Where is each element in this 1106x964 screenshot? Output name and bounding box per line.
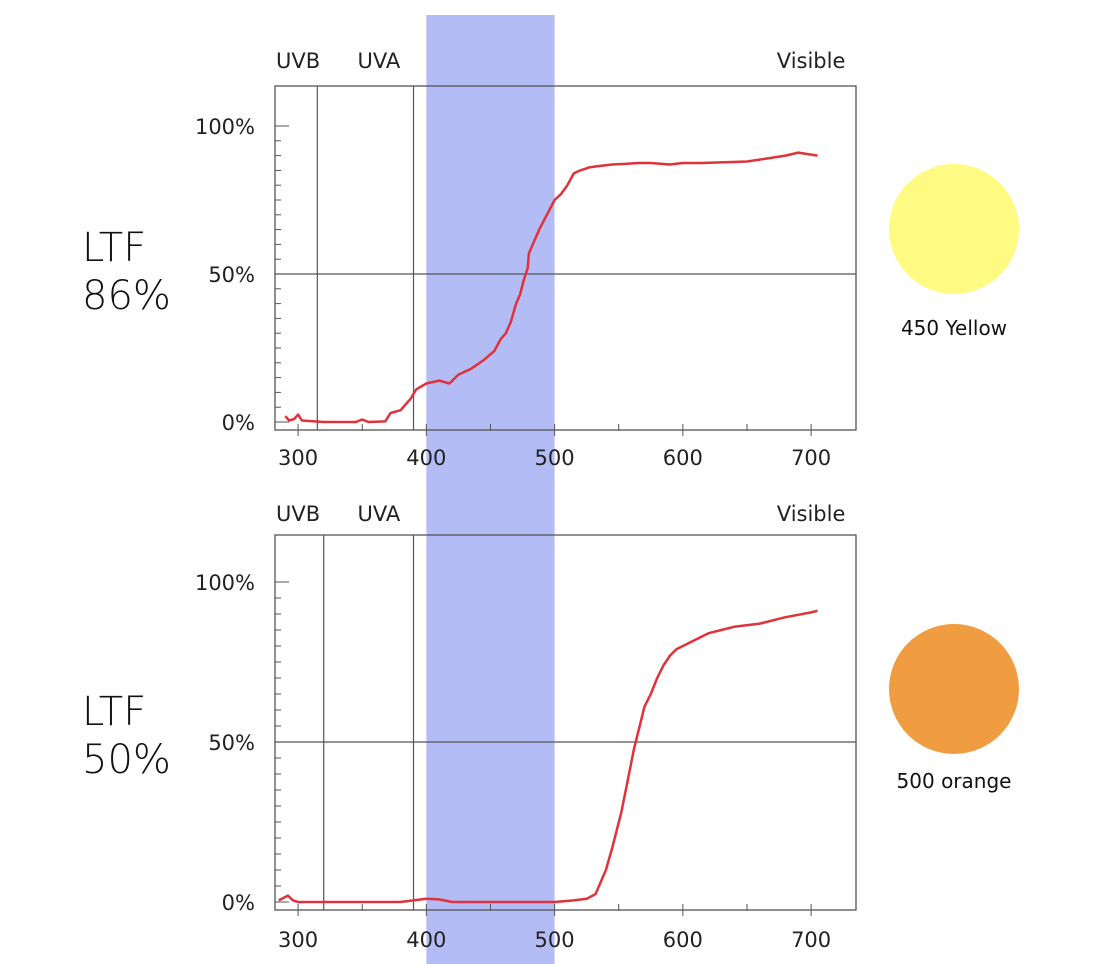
lens-swatch-orange [889, 624, 1019, 754]
region-label-top: Visible [777, 49, 846, 73]
ltf-title-bottom: LTF [82, 689, 147, 735]
y-tick-label-top: 50% [208, 263, 255, 287]
blue-light-band-layer [426, 15, 555, 964]
region-label-top: UVA [358, 49, 401, 73]
ltf-value-bottom: 50% [82, 737, 171, 783]
y-tick-label-bottom: 0% [222, 891, 255, 915]
ltf-label-bottom: LTF 50% [82, 688, 171, 784]
x-tick-label-top: 400 [406, 446, 446, 470]
lens-swatch-yellow [889, 164, 1019, 294]
swatch-label-yellow: 450 Yellow [900, 316, 1008, 340]
ltf-value-top: 86% [82, 273, 171, 319]
transmission-line-bottom [278, 609, 818, 904]
chart-top: 0% 50% 100% UVB UVA Visible 300 400 500 600 700 [195, 49, 857, 470]
x-tick-label-top: 600 [663, 446, 703, 470]
plot-frame-bottom [274, 534, 857, 911]
swatch-label-orange: 500 orange [896, 769, 1012, 793]
y-tick-label-top: 0% [222, 411, 255, 435]
region-label-bottom: UVA [358, 502, 401, 526]
x-tick-label-top: 500 [535, 446, 575, 470]
x-tick-label-top: 300 [278, 446, 318, 470]
x-tick-label-bottom: 300 [278, 928, 318, 952]
x-tick-label-bottom: 600 [663, 928, 703, 952]
ltf-label-top: LTF 86% [82, 224, 171, 320]
region-label-bottom: Visible [777, 502, 846, 526]
y-tick-label-bottom: 50% [208, 731, 255, 755]
y-tick-label-top: 100% [195, 115, 255, 139]
region-label-bottom: UVB [276, 502, 320, 526]
x-tick-label-bottom: 500 [535, 928, 575, 952]
y-tick-label-bottom: 100% [195, 571, 255, 595]
plot-frame-top [274, 85, 857, 431]
x-tick-label-bottom: 400 [406, 928, 446, 952]
blue-light-band [426, 15, 555, 964]
x-tick-label-bottom: 700 [791, 928, 831, 952]
transmission-line-top [284, 151, 818, 424]
chart-bottom: 0% 50% 100% UVB UVA Visible 300 400 500 600 700 [195, 502, 857, 952]
region-label-top: UVB [276, 49, 320, 73]
ltf-title-top: LTF [82, 225, 147, 271]
x-tick-label-top: 700 [791, 446, 831, 470]
